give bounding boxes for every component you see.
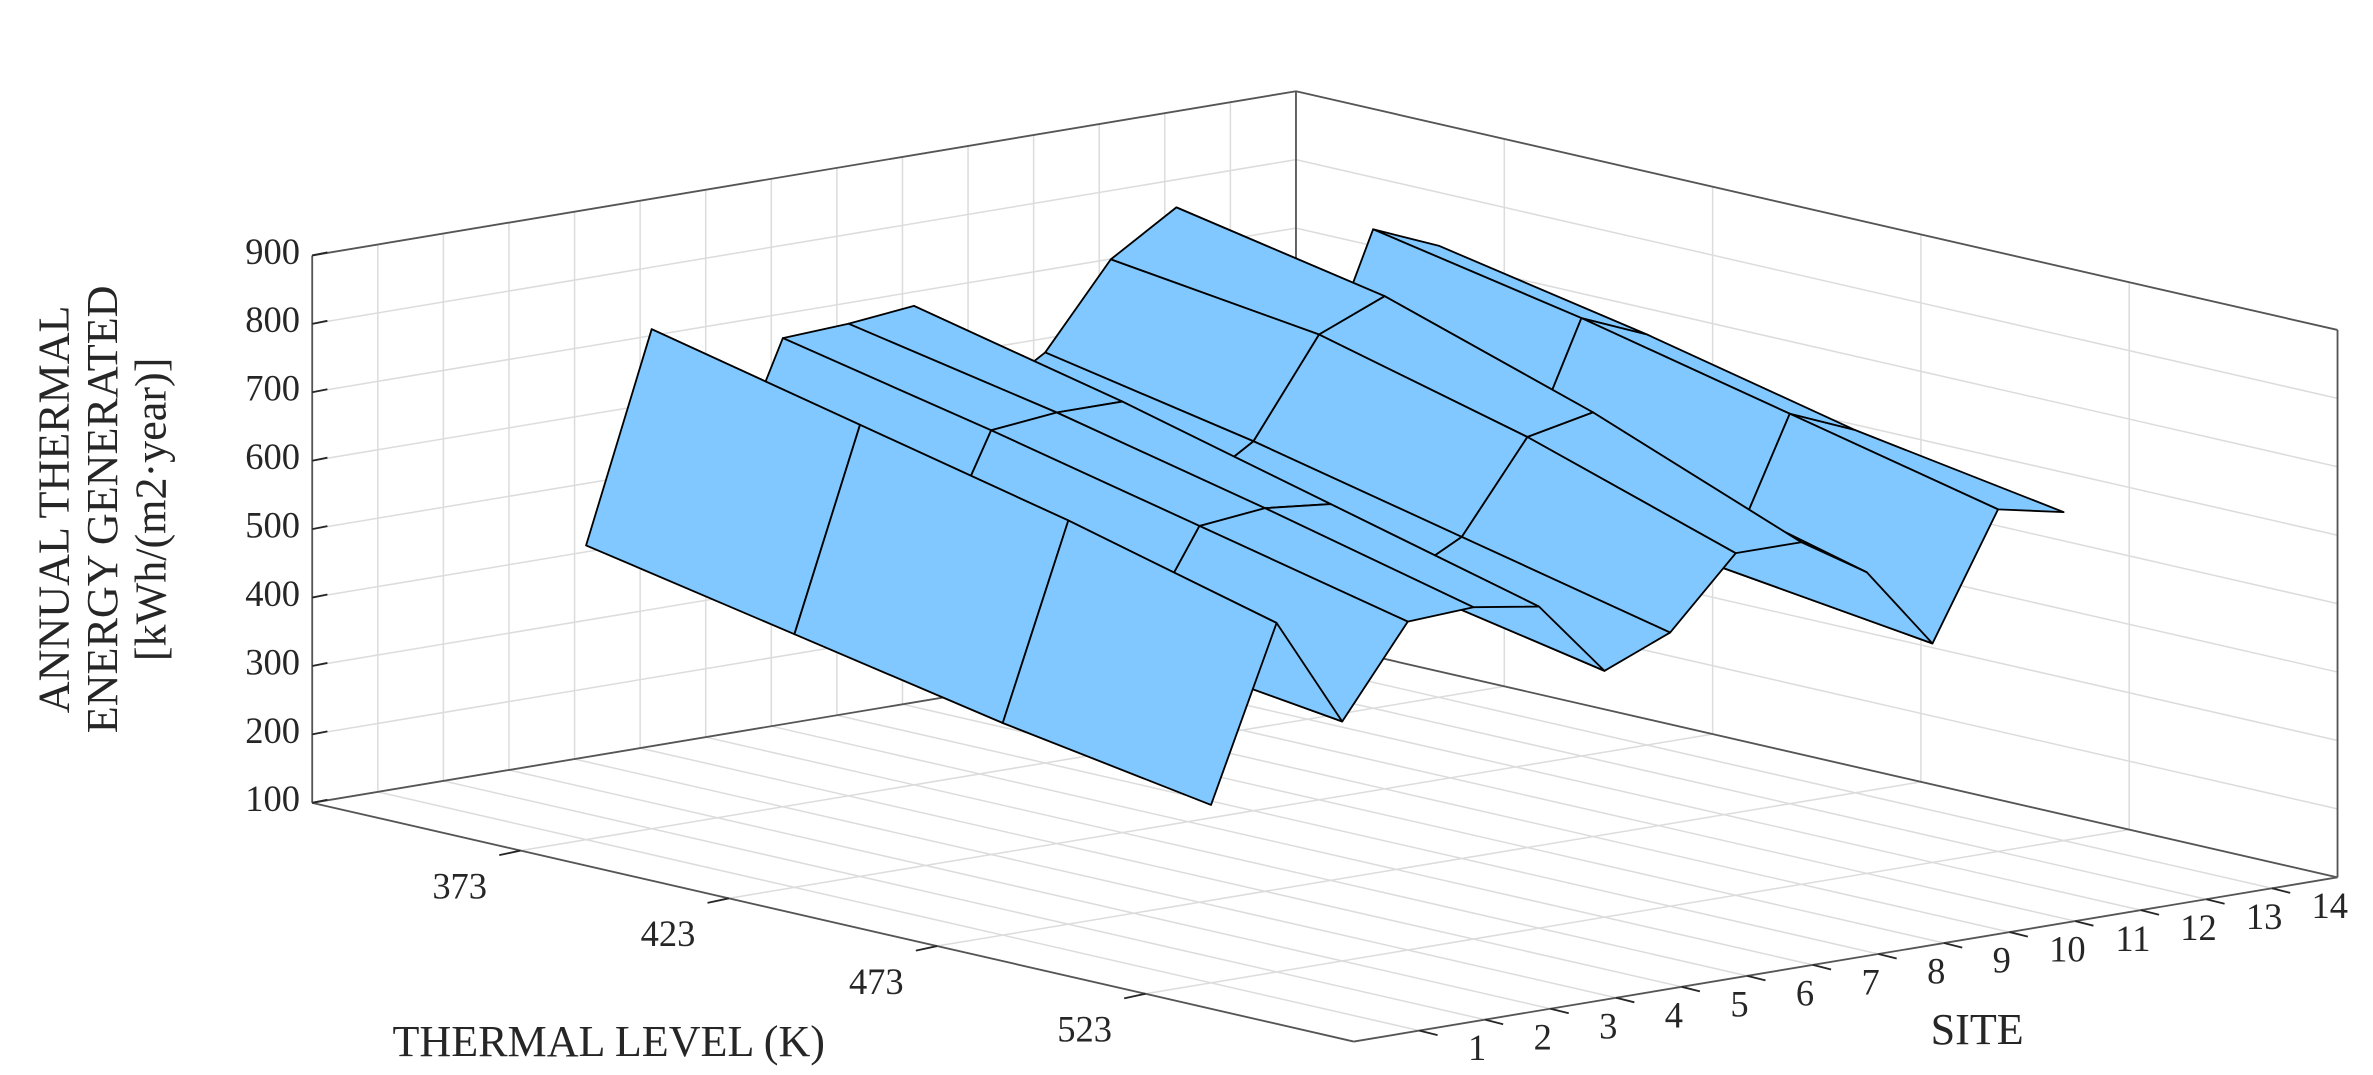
z-axis-title: ANNUAL THERMAL ENERGY GENERATED [kWh/(m2…	[29, 286, 175, 734]
grid-line	[312, 158, 1297, 325]
box-edge	[1295, 90, 2338, 331]
grid-line	[836, 714, 1879, 955]
y-tick-label: 5	[1730, 983, 1748, 1024]
z-tick-label: 700	[245, 368, 300, 409]
tick-mark	[1878, 953, 1897, 960]
box-edge	[312, 801, 1354, 1043]
z-tick-label: 100	[245, 778, 300, 819]
tick-mark	[2140, 909, 2160, 916]
tick-mark	[1747, 974, 1766, 982]
y-tick-label: 9	[1993, 940, 2011, 981]
z-tick-label: 800	[245, 299, 300, 340]
grid-line	[639, 747, 1682, 988]
y-tick-label: 8	[1927, 951, 1945, 992]
tick-mark	[312, 730, 328, 736]
z-tick-label: 500	[245, 505, 300, 546]
z-tick-label: 300	[245, 641, 300, 682]
tick-mark	[2009, 931, 2029, 938]
surface-patch	[1001, 519, 1278, 806]
grid-line	[377, 791, 1420, 1032]
grid-line	[937, 781, 1922, 947]
axes	[311, 90, 2339, 1043]
x-tick-label: 373	[432, 865, 487, 906]
x-tick-label: 473	[849, 961, 904, 1002]
y-tick-label: 7	[1862, 962, 1880, 1003]
y-tick-label: 12	[2180, 907, 2216, 948]
grid-line	[443, 780, 1486, 1021]
tick-mark	[1681, 985, 1701, 993]
tick-mark	[1615, 996, 1635, 1004]
y-tick-label: 4	[1665, 994, 1683, 1035]
z-axis-title-line: ANNUAL THERMAL	[29, 306, 78, 714]
y-tick-label: 11	[2115, 918, 2150, 959]
grid-line	[1099, 670, 2141, 911]
tick-mark	[312, 593, 328, 599]
z-tick-label: 600	[245, 436, 300, 477]
z-tick-label: 900	[245, 231, 300, 272]
tick-mark	[915, 945, 938, 952]
grid-line	[728, 733, 1713, 900]
tick-mark	[312, 798, 328, 804]
tick-mark	[499, 849, 521, 857]
grid-line	[705, 736, 1748, 977]
z-tick-label: 400	[245, 573, 300, 614]
tick-mark	[1123, 992, 1146, 1000]
x-tick-label: 523	[1057, 1009, 1112, 1050]
box-edge	[1295, 637, 2338, 879]
tick-mark	[1943, 942, 1963, 949]
tick-mark	[312, 456, 328, 462]
grid-line	[771, 725, 1814, 966]
grid-line	[1230, 648, 2273, 890]
tick-mark	[707, 897, 730, 904]
y-tick-label: 6	[1796, 973, 1814, 1014]
y-tick-label: 10	[2049, 929, 2085, 970]
y-tick-label: 1	[1468, 1027, 1486, 1068]
tick-mark	[2074, 920, 2094, 927]
tick-mark	[1419, 1029, 1438, 1037]
grid-line	[574, 758, 1617, 999]
z-axis-title-line: [kWh/(m2·year)]	[127, 358, 176, 662]
tick-mark	[1812, 964, 1832, 971]
y-axis-title: SITE	[1931, 1005, 2024, 1054]
grid-line	[1145, 828, 2130, 995]
y-tick-label: 13	[2246, 896, 2282, 937]
tick-mark	[312, 319, 328, 325]
box-edge	[312, 90, 1297, 257]
tick-mark	[1484, 1018, 1504, 1026]
y-tick-label: 3	[1599, 1005, 1617, 1046]
z-tick-label: 200	[245, 710, 300, 751]
y-tick-label: 14	[2311, 885, 2347, 926]
x-tick-label: 423	[641, 913, 696, 954]
tick-mark	[312, 251, 328, 257]
tick-mark	[1550, 1007, 1569, 1015]
grid-line	[1295, 158, 2338, 400]
box-edge	[1353, 876, 2338, 1043]
grid-line	[508, 769, 1551, 1010]
tick-mark	[312, 662, 328, 667]
tick-mark	[2271, 887, 2291, 894]
y-tick-label: 2	[1534, 1016, 1552, 1057]
z-axis-title-line: ENERGY GENERATED	[78, 286, 127, 734]
tick-mark	[2206, 898, 2225, 905]
x-axis-title: THERMAL LEVEL (K)	[392, 1017, 825, 1066]
tick-mark	[312, 525, 328, 531]
tick-mark	[312, 388, 328, 394]
